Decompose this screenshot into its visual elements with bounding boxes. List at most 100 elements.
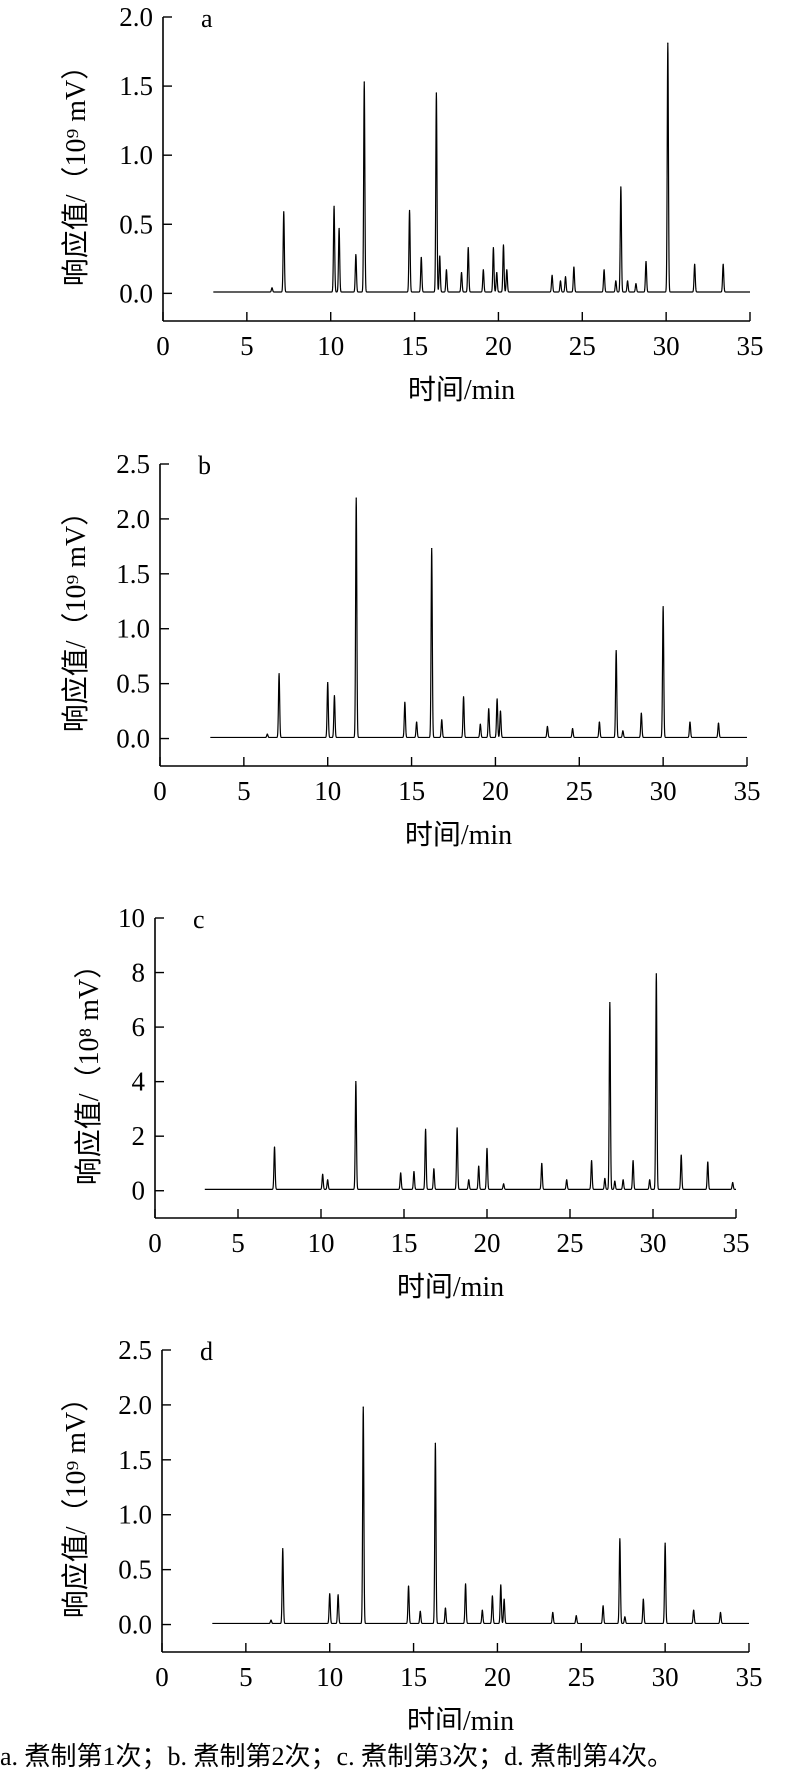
peak-apex xyxy=(655,973,657,975)
peak-apex xyxy=(602,1605,604,1607)
peak-apex xyxy=(573,266,575,268)
peak-apex xyxy=(598,721,601,723)
peak-apex xyxy=(435,92,437,94)
x-tick-label: 10 xyxy=(314,776,341,806)
peak-apex xyxy=(282,1548,284,1550)
y-tick-label: 2.5 xyxy=(116,449,150,479)
x-tick-label: 20 xyxy=(482,776,509,806)
peak-apex xyxy=(337,1594,339,1596)
peak-apex xyxy=(503,1598,505,1600)
peak-apex xyxy=(614,1180,616,1182)
y-tick-label: 2 xyxy=(132,1121,146,1151)
y-tick-label: 1.0 xyxy=(116,614,150,644)
x-axis-label: 时间/min xyxy=(407,1705,514,1730)
x-tick-label: 30 xyxy=(650,776,677,806)
peak-apex xyxy=(456,1127,458,1129)
peak-apex xyxy=(603,269,605,271)
peak-apex xyxy=(266,733,268,735)
panel-label: d xyxy=(200,1337,213,1366)
peak-apex xyxy=(615,650,617,652)
x-tick-label: 25 xyxy=(557,1228,584,1258)
peak-apex xyxy=(482,269,484,271)
peak-apex xyxy=(478,1165,480,1167)
peak-apex xyxy=(635,283,637,285)
panel-label: a xyxy=(201,4,213,33)
peak-apex xyxy=(431,547,433,550)
x-tick-label: 35 xyxy=(723,1228,750,1258)
peak-apex xyxy=(496,272,498,274)
y-axis-label: 响应值/（10⁸ mV） xyxy=(73,951,105,1186)
x-tick-label: 20 xyxy=(474,1228,501,1258)
y-tick-label: 1.5 xyxy=(119,71,153,101)
chart-panel-d: 0 5 10 15 20 25 30 35 0.0 0.5 1.0 1.5 2.0 2.5 d 时间/min 响… xyxy=(60,1335,763,1730)
panel-label: c xyxy=(193,905,205,934)
y-tick-label: 0.5 xyxy=(119,209,153,239)
peak-apex xyxy=(333,695,336,697)
peak-apex xyxy=(479,723,481,725)
y-tick-label: 1.5 xyxy=(116,559,150,589)
peak-apex xyxy=(640,712,642,714)
peak-apex xyxy=(468,1179,470,1181)
peak-apex xyxy=(645,260,647,263)
x-axis-label: 时间/min xyxy=(405,819,512,851)
peak-apex xyxy=(420,256,422,259)
peak-apex xyxy=(467,247,469,249)
peak-apex xyxy=(460,272,463,274)
peak-apex xyxy=(441,719,443,721)
peak-apex xyxy=(407,1585,410,1587)
peak-apex xyxy=(416,721,418,723)
x-tick-label: 25 xyxy=(569,331,596,361)
peak-apex xyxy=(283,211,285,213)
peak-apex xyxy=(693,1609,695,1611)
x-tick-label: 20 xyxy=(485,331,512,361)
peak-apex xyxy=(355,1081,357,1083)
series-line xyxy=(212,42,751,293)
y-tick-label: 0.0 xyxy=(118,1610,152,1640)
y-tick-label: 2.0 xyxy=(116,504,150,534)
peak-apex xyxy=(433,1168,435,1170)
y-tick-label: 0.5 xyxy=(116,669,150,699)
x-tick-label: 30 xyxy=(652,1662,679,1692)
peak-apex xyxy=(620,186,622,188)
x-tick-label: 15 xyxy=(398,776,425,806)
y-tick-label: 4 xyxy=(132,1067,146,1097)
peak-apex xyxy=(615,280,617,282)
peak-apex xyxy=(270,1619,272,1621)
x-tick-label: 15 xyxy=(400,1662,427,1692)
peak-apex xyxy=(559,280,562,282)
peak-apex xyxy=(500,1584,502,1586)
peak-apex xyxy=(362,1406,364,1408)
x-tick-label: 0 xyxy=(148,1228,162,1258)
peak-apex xyxy=(327,681,329,684)
peak-apex xyxy=(694,263,696,265)
peak-apex xyxy=(566,1179,568,1181)
peak-apex xyxy=(444,1607,447,1609)
y-tick-label: 1.0 xyxy=(119,140,153,170)
y-tick-label: 8 xyxy=(132,958,146,988)
y-tick-label: 2.0 xyxy=(119,2,153,32)
x-tick-label: 10 xyxy=(316,1662,343,1692)
y-tick-label: 0 xyxy=(132,1176,146,1206)
peak-apex xyxy=(488,708,490,710)
peak-apex xyxy=(404,701,406,703)
peak-apex xyxy=(413,1171,415,1173)
peak-apex xyxy=(649,1179,651,1181)
peak-apex xyxy=(327,1179,329,1181)
peak-apex xyxy=(273,1146,276,1148)
peak-apex xyxy=(492,247,494,249)
figure-caption: a. 煮制第1次；b. 煮制第2次；c. 煮制第3次；d. 煮制第4次。 xyxy=(0,1742,674,1771)
peak-apex xyxy=(546,725,549,728)
x-tick-label: 15 xyxy=(401,331,428,361)
peak-apex xyxy=(551,274,553,276)
peak-apex xyxy=(338,227,340,230)
x-axis-label: 时间/min xyxy=(408,374,515,406)
series-line xyxy=(209,497,748,739)
peak-apex xyxy=(322,1173,324,1175)
peak-apex xyxy=(400,1172,402,1174)
y-tick-label: 1.5 xyxy=(118,1445,152,1475)
peak-apex xyxy=(329,1593,331,1595)
peak-apex xyxy=(496,698,498,700)
peak-apex xyxy=(626,280,629,282)
peak-apex xyxy=(632,1160,634,1162)
peak-apex xyxy=(575,1615,577,1617)
